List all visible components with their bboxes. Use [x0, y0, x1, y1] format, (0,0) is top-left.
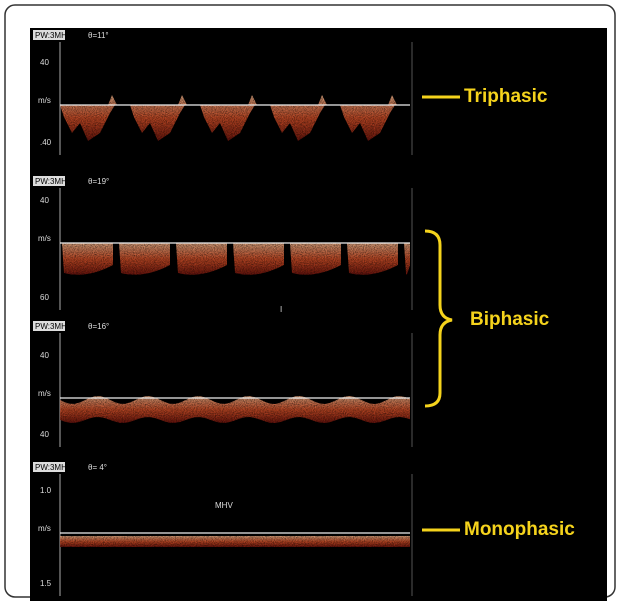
annotation: Biphasic: [470, 309, 550, 330]
axis-label: .40: [40, 138, 52, 147]
mode-label-box: [33, 30, 65, 40]
axis-label: 60: [40, 293, 49, 302]
axis-label: m/s: [38, 389, 51, 398]
angle-label: θ=19°: [88, 177, 109, 186]
mode-label-box: [33, 176, 65, 186]
waveform: [60, 396, 410, 423]
angle-label: θ=11°: [88, 31, 109, 40]
waveform: [62, 243, 410, 275]
mode-label: PW:3MHz: [35, 31, 71, 40]
vessel-label: MHV: [215, 501, 233, 510]
mode-label: PW:3MHz: [35, 322, 71, 331]
mode-label-box: [33, 462, 65, 472]
angle-label: θ=16°: [88, 322, 109, 331]
marker-label: I: [280, 305, 282, 314]
brace: [424, 229, 453, 408]
mode-label-box: [33, 321, 65, 331]
axis-label: 40: [40, 430, 49, 439]
annotation: Triphasic: [464, 86, 548, 107]
axis-label: 40: [40, 351, 49, 360]
mode-label: PW:3MHz: [35, 463, 71, 472]
mode-label: PW:3MHz: [35, 177, 71, 186]
waveform: [60, 95, 397, 141]
ultrasound-image: [30, 28, 607, 601]
axis-label: m/s: [38, 96, 51, 105]
axis-label: m/s: [38, 234, 51, 243]
axis-label: 1.5: [40, 579, 52, 588]
annotation: Monophasic: [464, 519, 575, 540]
axis-label: 40: [40, 58, 49, 67]
waveform: [60, 536, 410, 547]
axis-label: m/s: [38, 524, 51, 533]
axis-label: 1.0: [40, 486, 52, 495]
axis-label: 40: [40, 196, 49, 205]
angle-label: θ= 4°: [88, 463, 107, 472]
